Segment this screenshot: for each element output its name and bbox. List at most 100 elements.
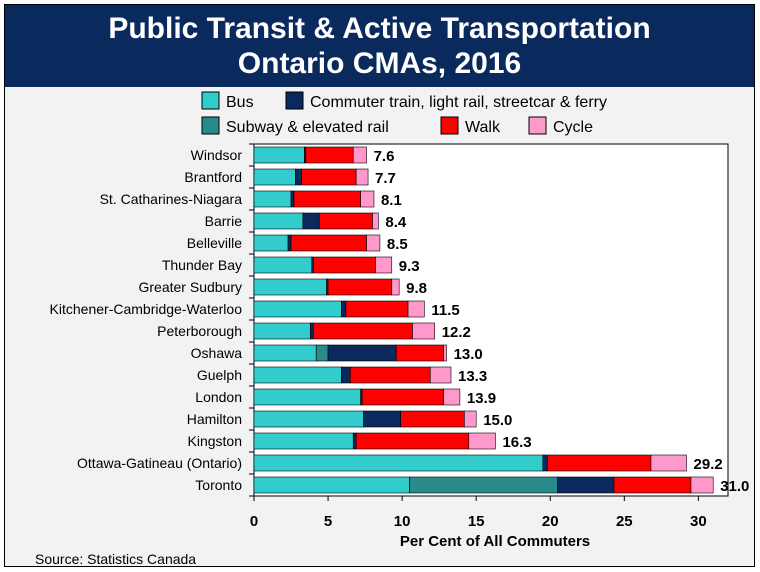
legend-label-cycle: Cycle bbox=[553, 119, 593, 136]
category-label: London bbox=[195, 389, 242, 405]
legend-label-subway-elevated-rail: Subway & elevated rail bbox=[226, 119, 389, 136]
bar-segment-commuter-train-light-rail-streetcar-ferry bbox=[341, 366, 351, 384]
legend-label-walk: Walk bbox=[465, 119, 501, 136]
bar-segment-walk bbox=[546, 454, 652, 472]
bar-segment-walk bbox=[361, 388, 444, 406]
total-label: 15.0 bbox=[483, 412, 512, 429]
bar-segment-bus bbox=[253, 344, 317, 362]
bar-segment-bus bbox=[253, 454, 544, 472]
bar-segment-walk bbox=[290, 234, 367, 252]
total-label: 7.7 bbox=[375, 170, 396, 187]
total-label: 9.3 bbox=[399, 258, 420, 275]
total-label: 8.1 bbox=[381, 192, 402, 209]
bar-segment-cycle bbox=[391, 278, 400, 296]
bar-segment-commuter-train-light-rail-streetcar-ferry bbox=[309, 322, 314, 340]
bar-segment-commuter-train-light-rail-streetcar-ferry bbox=[287, 234, 292, 252]
bar-segment-bus bbox=[253, 410, 364, 428]
total-label: 16.3 bbox=[502, 434, 531, 451]
stacked-bar-chart: Bus Commuter train, light rail, streetcar… bbox=[50, 91, 749, 550]
total-label: 13.0 bbox=[454, 346, 483, 363]
bar-segment-commuter-train-light-rail-streetcar-ferry bbox=[302, 212, 320, 230]
category-label: Thunder Bay bbox=[162, 257, 242, 273]
total-label: 11.5 bbox=[431, 302, 459, 319]
legend-swatch-commuter-train-light-rail-streetcar-ferry bbox=[285, 91, 304, 110]
bar-segment-bus bbox=[253, 256, 313, 274]
x-axis-title: Per Cent of All Commuters bbox=[400, 533, 590, 550]
category-label: Hamilton bbox=[187, 411, 242, 427]
category-label: Peterborough bbox=[157, 323, 242, 339]
bar-segment-bus bbox=[253, 278, 327, 296]
bar-segment-walk bbox=[349, 366, 431, 384]
bar-segment-cycle bbox=[407, 300, 425, 318]
total-label: 8.4 bbox=[385, 214, 407, 231]
bar-segment-cycle bbox=[443, 344, 447, 362]
bar-segment-walk bbox=[312, 256, 376, 274]
category-label: Oshawa bbox=[191, 345, 243, 361]
bar-segment-bus bbox=[253, 300, 342, 318]
bar-segment-cycle bbox=[375, 256, 393, 274]
bar-segment-commuter-train-light-rail-streetcar-ferry bbox=[295, 168, 302, 186]
total-label: 31.0 bbox=[720, 478, 749, 495]
bar-segment-walk bbox=[293, 190, 361, 208]
bar-segment-commuter-train-light-rail-streetcar-ferry bbox=[290, 190, 295, 208]
total-label: 9.8 bbox=[406, 280, 427, 297]
x-tick-label: 5 bbox=[324, 513, 332, 530]
bar-segment-commuter-train-light-rail-streetcar-ferry bbox=[327, 344, 397, 362]
bar-segment-bus bbox=[253, 212, 304, 230]
bar-segment-walk bbox=[400, 410, 465, 428]
bar-segment-cycle bbox=[372, 212, 379, 230]
total-label: 13.3 bbox=[458, 368, 487, 385]
bar-segment-commuter-train-light-rail-streetcar-ferry bbox=[363, 410, 401, 428]
legend-label-commuter-train-light-rail-streetcar-ferry: Commuter train, light rail, streetcar & … bbox=[310, 94, 607, 111]
bar-segment-walk bbox=[318, 212, 373, 230]
category-label: Kingston bbox=[188, 433, 242, 449]
legend-swatch-walk bbox=[440, 116, 459, 135]
legend-swatch-cycle bbox=[528, 116, 547, 135]
bar-segment-walk bbox=[327, 278, 393, 296]
total-label: 8.5 bbox=[387, 236, 408, 253]
bar-segment-cycle bbox=[464, 410, 477, 428]
chart-subtitle: Ontario CMAs, 2016 bbox=[237, 47, 522, 80]
bar-segment-walk bbox=[312, 322, 413, 340]
bar-segment-walk bbox=[613, 476, 692, 494]
category-label: Kitchener-Cambridge-Waterloo bbox=[50, 301, 243, 317]
bar-segment-cycle bbox=[366, 234, 381, 252]
bar-segment-walk bbox=[395, 344, 444, 362]
bar-segment-commuter-train-light-rail-streetcar-ferry bbox=[557, 476, 615, 494]
total-label: 29.2 bbox=[694, 456, 723, 473]
bar-segment-bus bbox=[253, 190, 292, 208]
bar-segment-bus bbox=[253, 168, 296, 186]
bar-segment-cycle bbox=[690, 476, 714, 494]
category-label: Toronto bbox=[195, 477, 242, 493]
bar-segment-bus bbox=[253, 366, 342, 384]
x-tick-label: 30 bbox=[690, 513, 707, 530]
category-label: Windsor bbox=[191, 147, 243, 163]
total-label: 13.9 bbox=[467, 390, 496, 407]
bar-segment-bus bbox=[253, 322, 311, 340]
title-band: Public Transit & Active Transportation O… bbox=[5, 5, 754, 87]
bar-segment-cycle bbox=[429, 366, 452, 384]
total-label: 7.6 bbox=[374, 148, 395, 165]
category-label: Guelph bbox=[197, 367, 242, 383]
category-label: Brantford bbox=[184, 169, 242, 185]
bar-segment-subway-elevated-rail bbox=[409, 476, 558, 494]
bar-segment-walk bbox=[355, 432, 470, 450]
bar-segment-cycle bbox=[355, 168, 369, 186]
x-tick-label: 20 bbox=[542, 513, 559, 530]
category-label: Barrie bbox=[205, 213, 243, 229]
x-tick-label: 10 bbox=[394, 513, 411, 530]
bar-segment-walk bbox=[345, 300, 409, 318]
legend-swatch-subway-elevated-rail bbox=[201, 116, 220, 135]
bar-segment-cycle bbox=[468, 432, 496, 450]
x-tick-label: 15 bbox=[468, 513, 485, 530]
source-note: Source: Statistics Canada bbox=[35, 551, 197, 567]
chart-frame: Public Transit & Active Transportation O… bbox=[4, 4, 755, 567]
bar-segment-cycle bbox=[352, 146, 367, 164]
bar-segment-walk bbox=[305, 146, 354, 164]
bar-segment-bus bbox=[253, 476, 410, 494]
category-label: Belleville bbox=[187, 235, 242, 251]
bar-segment-bus bbox=[253, 388, 361, 406]
x-tick-label: 0 bbox=[250, 513, 258, 530]
bar-segment-cycle bbox=[650, 454, 687, 472]
bar-segment-cycle bbox=[360, 190, 375, 208]
